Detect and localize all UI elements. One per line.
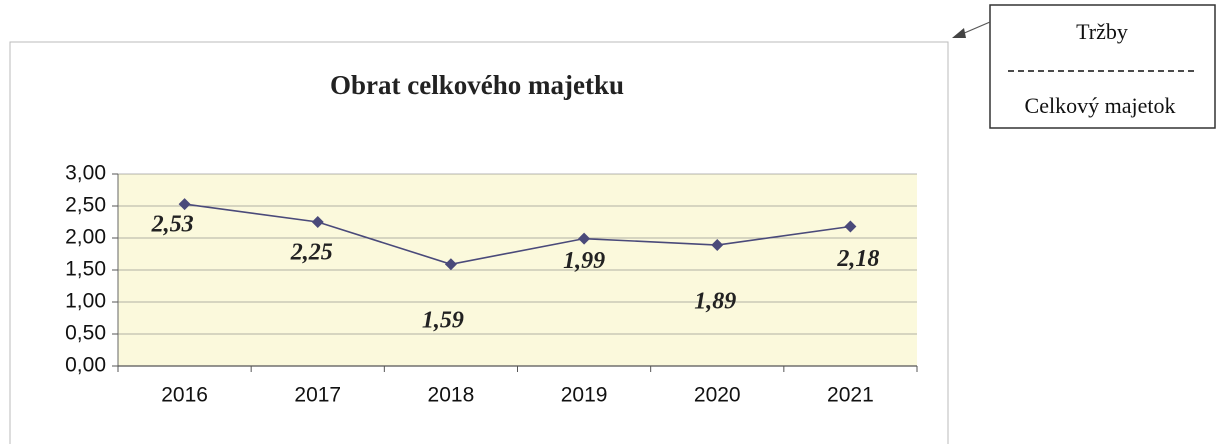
data-label: 2,53 [151,212,194,238]
y-tick-label: 2,50 [65,194,106,217]
x-tick-label: 2016 [161,384,208,407]
x-tick-label: 2020 [694,384,741,407]
data-label: 1,89 [694,289,736,315]
y-tick-label: 0,00 [65,354,106,377]
y-tick-label: 2,00 [65,226,106,249]
y-tick-label: 1,00 [65,290,106,313]
data-point [844,220,857,233]
y-tick-label: 0,50 [65,322,106,345]
x-tick-label: 2021 [827,384,874,407]
callout-denominator: Celkový majetok [1025,93,1176,118]
y-tick-label: 1,50 [65,258,106,281]
callout-arrowhead [952,28,966,38]
data-label: 2,25 [290,240,333,266]
data-label: 2,18 [836,246,879,272]
callout-arrow [961,21,991,35]
data-point [178,198,191,211]
x-tick-label: 2019 [561,384,608,407]
data-label: 1,99 [563,248,605,274]
data-point [311,216,324,228]
data-point [711,239,724,252]
y-tick-label: 3,00 [65,162,106,185]
callout-box [989,4,1216,129]
data-label: 1,59 [422,308,464,334]
data-point [444,258,457,271]
chart-title: Obrat celkového majetku [330,70,624,100]
series-line [184,203,851,266]
x-tick-label: 2017 [294,384,341,407]
data-point [578,232,591,245]
callout-numerator: Tržby [1076,19,1128,44]
x-tick-label: 2018 [428,384,475,407]
